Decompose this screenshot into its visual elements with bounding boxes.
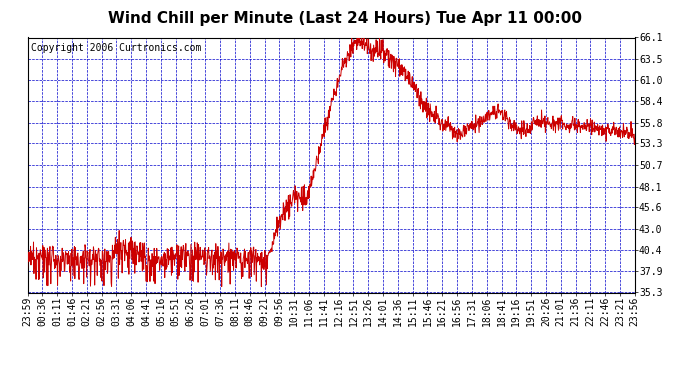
Text: Copyright 2006 Curtronics.com: Copyright 2006 Curtronics.com — [30, 43, 201, 52]
Text: Wind Chill per Minute (Last 24 Hours) Tue Apr 11 00:00: Wind Chill per Minute (Last 24 Hours) Tu… — [108, 11, 582, 26]
